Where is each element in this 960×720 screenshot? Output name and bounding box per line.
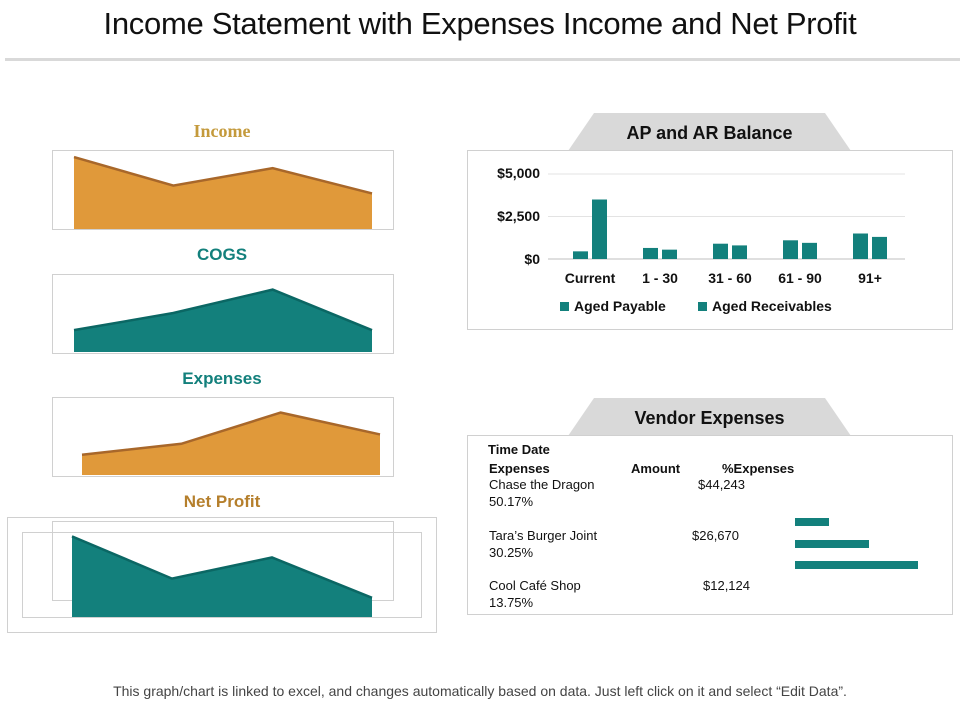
x-tick-label: 31 - 60	[708, 270, 752, 286]
cogs-chart-title: COGS	[196, 245, 248, 264]
legend-label: Aged Payable	[574, 298, 666, 314]
aged-payable-bar	[643, 247, 658, 259]
vendor-expense-bar	[795, 518, 829, 526]
page-title: Income Statement with Expenses Income an…	[103, 6, 857, 41]
aged-receivables-bar	[592, 199, 607, 259]
footer-note: This graph/chart is linked to excel, and…	[113, 683, 847, 699]
income-chart-title: Income	[193, 121, 251, 141]
title-divider	[5, 58, 960, 61]
vendor-name: Chase the Dragon	[489, 477, 595, 492]
x-tick-label: Current	[564, 270, 616, 286]
y-tick-label: $5,000	[497, 165, 540, 181]
amount-column-header: Amount	[631, 461, 681, 476]
aged-receivables-bar	[732, 245, 747, 259]
x-tick-label: 91+	[858, 270, 882, 286]
expenses-chart-title: Expenses	[182, 369, 262, 388]
expenses-line	[81, 411, 381, 456]
ap-ar-banner: AP and AR Balance	[568, 113, 851, 151]
income-line	[73, 155, 373, 195]
legend-aged-receivables: Aged Receivables	[698, 298, 832, 314]
legend-swatch	[698, 301, 707, 311]
expenses-area	[82, 412, 380, 475]
percent-column-header: %Expenses	[722, 461, 795, 476]
vendor-amount: $26,670	[692, 528, 739, 543]
y-tick-label: $0	[524, 251, 540, 267]
x-tick-label: 61 - 90	[778, 270, 822, 286]
aged-receivables-bar	[802, 242, 817, 259]
aged-receivables-bar	[662, 249, 677, 259]
vendor-amount: $44,243	[698, 477, 745, 492]
y-tick-label: $2,500	[497, 208, 540, 224]
cogs-area	[74, 289, 372, 352]
cogs-line	[73, 288, 373, 332]
vendor-percent: 13.75%	[489, 595, 534, 610]
vendor-expenses-banner: Vendor Expenses	[568, 398, 851, 436]
net-profit-area	[72, 536, 372, 617]
time-date-header: Time Date	[488, 442, 550, 457]
vendor-name: Tara’s Burger Joint	[489, 528, 598, 543]
vendor-name: Cool Café Shop	[489, 578, 581, 593]
vendor-percent: 50.17%	[489, 494, 534, 509]
net-profit-line	[71, 535, 373, 599]
aged-payable-bar	[783, 240, 798, 259]
legend-swatch	[560, 301, 569, 311]
vendor-percent: 30.25%	[489, 545, 534, 560]
aged-payable-bar	[713, 243, 728, 259]
legend-aged-payable: Aged Payable	[560, 298, 666, 314]
aged-payable-bar	[853, 233, 868, 259]
aged-receivables-bar	[872, 236, 887, 259]
vendor-amount: $12,124	[703, 578, 750, 593]
legend-label: Aged Receivables	[712, 298, 832, 314]
vendor-expense-bar	[795, 540, 870, 548]
vendor-expenses-panel	[467, 435, 953, 615]
net-profit-chart-title: Net Profit	[183, 492, 261, 511]
expenses-column-header: Expenses	[489, 461, 550, 476]
vendor-expense-bar	[795, 561, 918, 569]
aged-payable-bar	[573, 251, 588, 259]
x-tick-label: 1 - 30	[642, 270, 678, 286]
